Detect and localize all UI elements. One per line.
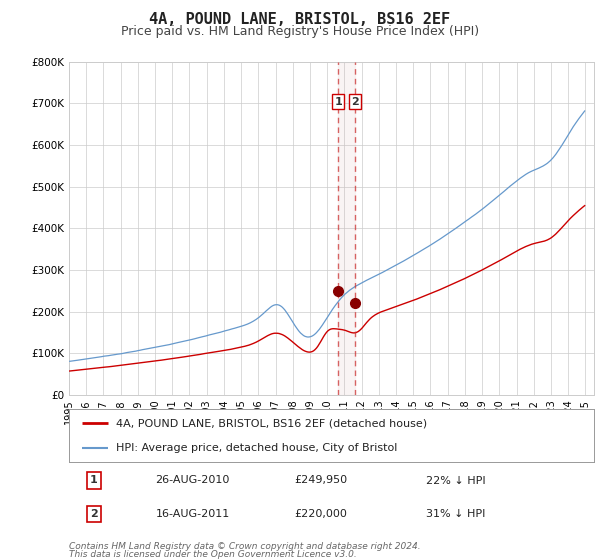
Bar: [338, 62, 355, 395]
Text: 2: 2: [90, 509, 98, 519]
Text: 31% ↓ HPI: 31% ↓ HPI: [426, 509, 485, 519]
Text: 1: 1: [335, 96, 342, 106]
Text: £220,000: £220,000: [295, 509, 347, 519]
Text: 26-AUG-2010: 26-AUG-2010: [155, 475, 230, 486]
Text: 4A, POUND LANE, BRISTOL, BS16 2EF (detached house): 4A, POUND LANE, BRISTOL, BS16 2EF (detac…: [116, 418, 427, 428]
Text: This data is licensed under the Open Government Licence v3.0.: This data is licensed under the Open Gov…: [69, 550, 357, 559]
Text: £249,950: £249,950: [295, 475, 348, 486]
Text: 16-AUG-2011: 16-AUG-2011: [155, 509, 230, 519]
Text: HPI: Average price, detached house, City of Bristol: HPI: Average price, detached house, City…: [116, 442, 398, 452]
Text: 2: 2: [351, 96, 359, 106]
Text: Price paid vs. HM Land Registry's House Price Index (HPI): Price paid vs. HM Land Registry's House …: [121, 25, 479, 38]
Text: Contains HM Land Registry data © Crown copyright and database right 2024.: Contains HM Land Registry data © Crown c…: [69, 542, 421, 550]
Text: 1: 1: [90, 475, 98, 486]
Text: 4A, POUND LANE, BRISTOL, BS16 2EF: 4A, POUND LANE, BRISTOL, BS16 2EF: [149, 12, 451, 27]
Text: 22% ↓ HPI: 22% ↓ HPI: [426, 475, 485, 486]
